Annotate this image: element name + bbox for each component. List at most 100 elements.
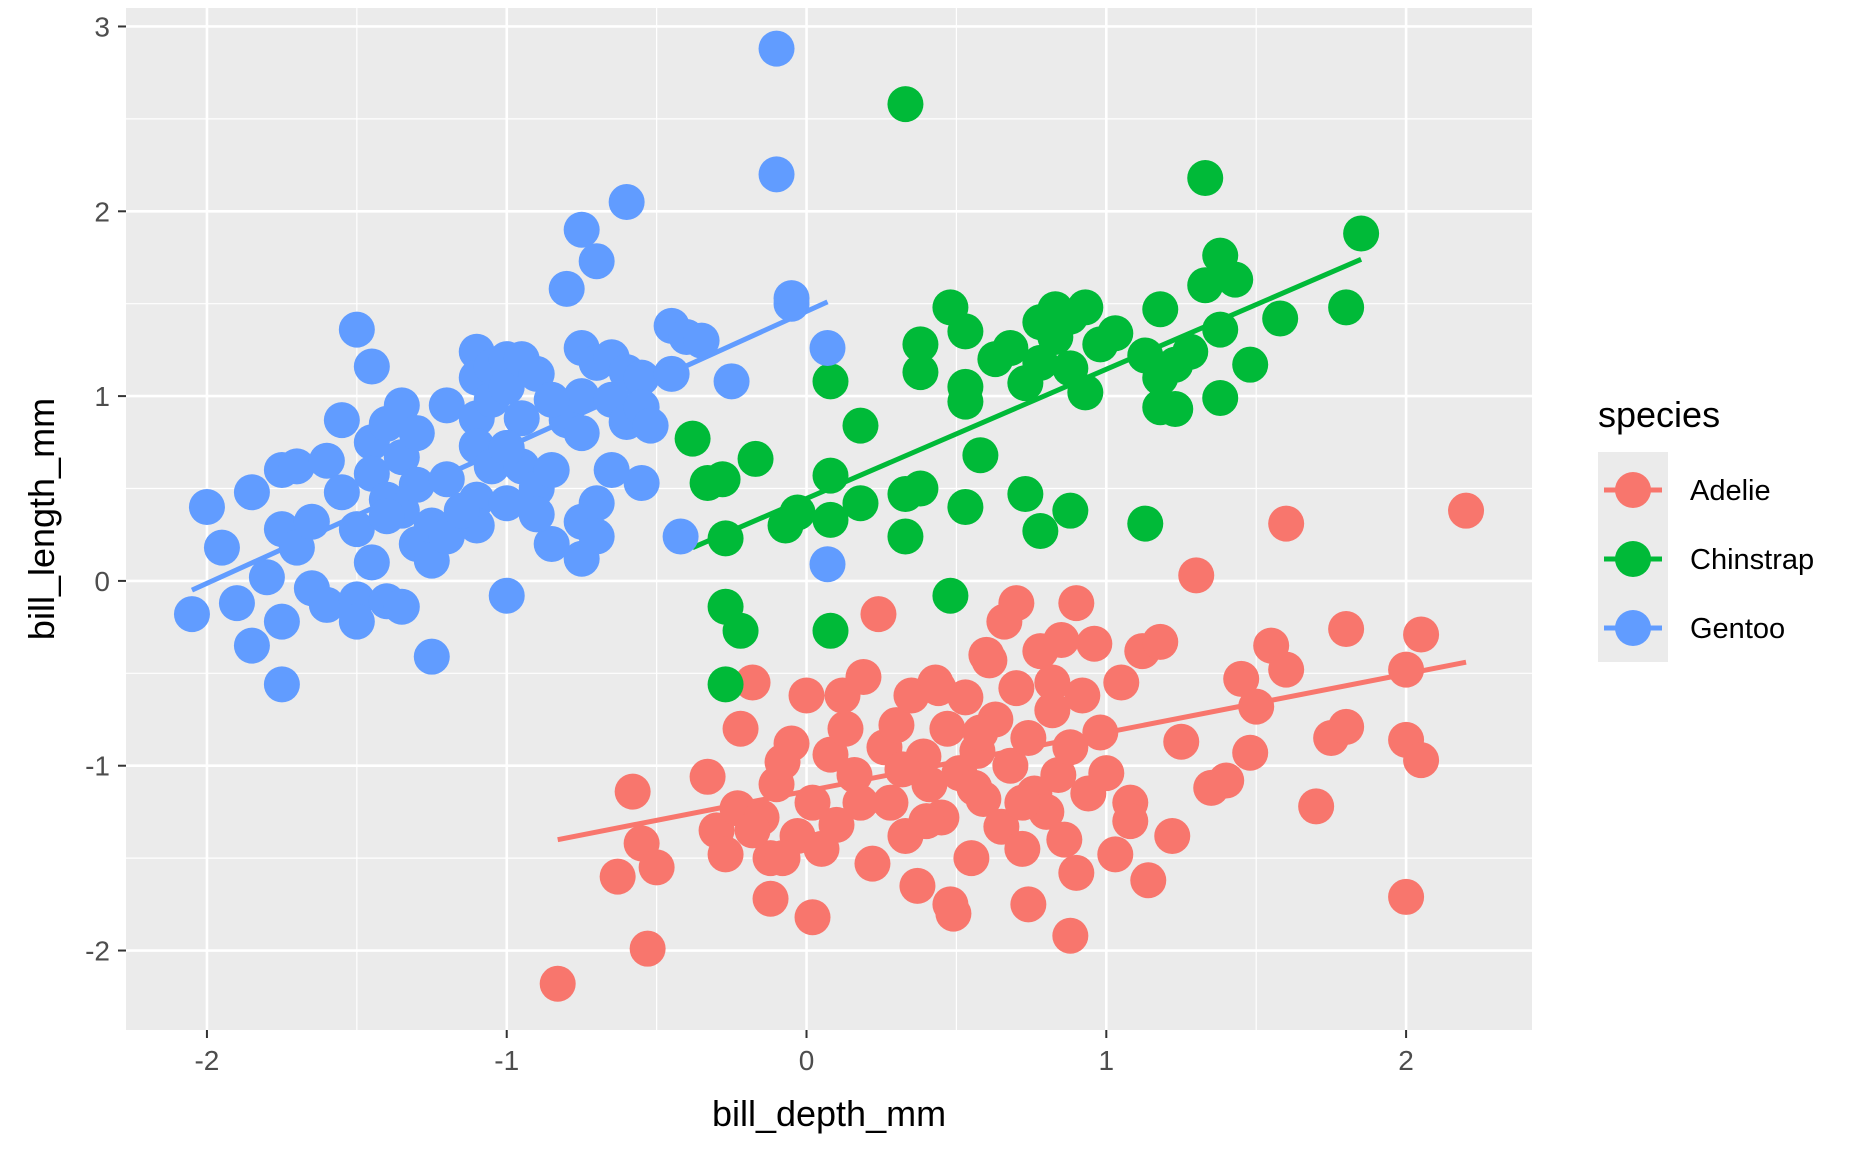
data-point bbox=[263, 603, 300, 640]
data-point bbox=[218, 585, 255, 622]
data-point bbox=[443, 492, 480, 529]
data-point bbox=[1187, 160, 1224, 197]
data-point bbox=[734, 664, 771, 701]
data-point bbox=[998, 585, 1035, 622]
data-point bbox=[308, 442, 345, 479]
data-point bbox=[338, 511, 375, 548]
data-point bbox=[323, 402, 360, 439]
data-point bbox=[674, 420, 711, 457]
data-point bbox=[818, 806, 855, 843]
data-point bbox=[398, 466, 435, 503]
legend-key-point bbox=[1615, 610, 1651, 646]
series-chinstrap bbox=[674, 86, 1380, 703]
data-point bbox=[707, 520, 744, 557]
data-point bbox=[338, 603, 375, 640]
data-point bbox=[887, 518, 924, 555]
data-point bbox=[398, 415, 435, 452]
data-point bbox=[1388, 651, 1425, 688]
data-point bbox=[623, 464, 660, 501]
legend-label-adelie: Adelie bbox=[1690, 475, 1771, 507]
series-adelie bbox=[539, 492, 1485, 1002]
data-point bbox=[1328, 610, 1365, 647]
data-point bbox=[293, 503, 330, 540]
data-point bbox=[707, 666, 744, 703]
data-point bbox=[932, 577, 969, 614]
data-point bbox=[578, 518, 615, 555]
data-point bbox=[1208, 762, 1245, 799]
data-point bbox=[1007, 476, 1044, 513]
data-point bbox=[884, 751, 921, 788]
data-point bbox=[962, 437, 999, 474]
data-point bbox=[1067, 289, 1104, 326]
data-point bbox=[563, 378, 600, 415]
y-axis-title: bill_length_mm bbox=[21, 398, 62, 640]
data-point bbox=[662, 518, 699, 555]
data-point bbox=[1232, 734, 1269, 771]
data-point bbox=[1034, 664, 1071, 701]
data-point bbox=[614, 773, 651, 810]
data-point bbox=[842, 407, 879, 444]
data-point bbox=[638, 849, 675, 886]
data-point bbox=[842, 784, 879, 821]
data-point bbox=[563, 415, 600, 452]
data-point bbox=[248, 559, 285, 596]
legend-label-gentoo: Gentoo bbox=[1690, 613, 1785, 645]
data-point bbox=[911, 766, 948, 803]
data-point bbox=[842, 485, 879, 522]
data-point bbox=[920, 670, 957, 707]
y-tick-label: 2 bbox=[94, 196, 110, 227]
data-point bbox=[653, 355, 690, 392]
data-point bbox=[1103, 664, 1140, 701]
data-point bbox=[1004, 830, 1041, 867]
legend-key-point bbox=[1615, 541, 1651, 577]
legend-label-chinstrap: Chinstrap bbox=[1690, 544, 1814, 576]
data-point bbox=[1064, 677, 1101, 714]
x-tick-label: -2 bbox=[194, 1045, 219, 1076]
data-point bbox=[323, 474, 360, 511]
data-point bbox=[1112, 803, 1149, 840]
data-point bbox=[788, 677, 825, 714]
data-point bbox=[533, 525, 570, 562]
data-point bbox=[1217, 261, 1254, 298]
data-point bbox=[533, 452, 570, 489]
x-axis-title: bill_depth_mm bbox=[712, 1093, 946, 1134]
data-point bbox=[1058, 585, 1095, 622]
data-point bbox=[809, 330, 846, 367]
data-point bbox=[629, 930, 666, 967]
x-tick-label: -1 bbox=[494, 1045, 519, 1076]
x-tick-label: 0 bbox=[799, 1045, 815, 1076]
data-point bbox=[902, 354, 939, 391]
data-point bbox=[683, 322, 720, 359]
data-point bbox=[947, 488, 984, 525]
data-point bbox=[932, 886, 969, 923]
data-point bbox=[1187, 267, 1224, 304]
data-point bbox=[836, 756, 873, 793]
data-point bbox=[962, 714, 999, 751]
data-point bbox=[1178, 557, 1215, 594]
data-point bbox=[1403, 742, 1440, 779]
y-tick-label: 3 bbox=[94, 11, 110, 42]
data-point bbox=[947, 383, 984, 420]
data-point bbox=[1004, 784, 1041, 821]
data-point bbox=[1052, 729, 1089, 766]
series-gentoo bbox=[173, 30, 846, 703]
data-point bbox=[233, 474, 270, 511]
data-point bbox=[1097, 315, 1134, 352]
data-point bbox=[737, 440, 774, 477]
data-point bbox=[353, 348, 390, 385]
data-point bbox=[722, 710, 759, 747]
data-point bbox=[689, 758, 726, 795]
data-point bbox=[1076, 625, 1113, 662]
data-point bbox=[593, 452, 630, 489]
y-tick-label: 1 bbox=[94, 381, 110, 412]
data-point bbox=[1067, 374, 1104, 411]
data-point bbox=[968, 636, 1005, 673]
data-point bbox=[1268, 505, 1305, 542]
data-point bbox=[488, 429, 525, 466]
data-point bbox=[947, 313, 984, 350]
data-point bbox=[1052, 917, 1089, 954]
data-point bbox=[1130, 862, 1167, 899]
data-point bbox=[623, 359, 660, 396]
data-point bbox=[713, 363, 750, 400]
data-point bbox=[1163, 723, 1200, 760]
